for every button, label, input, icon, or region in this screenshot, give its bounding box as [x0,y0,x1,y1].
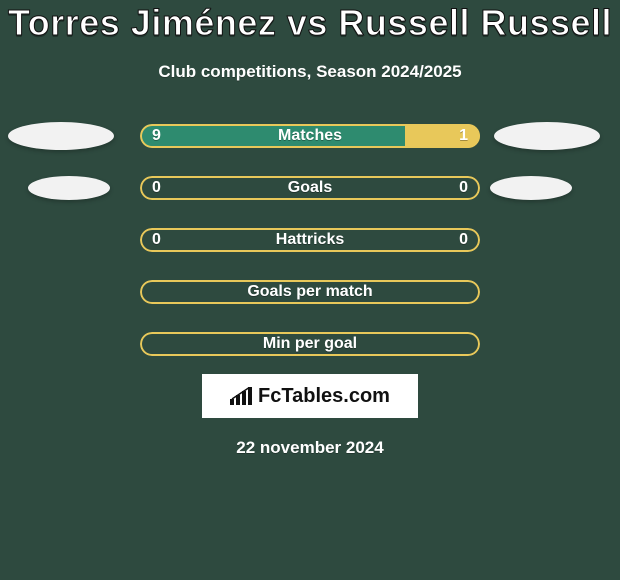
stat-bar: Goals per match [140,280,480,304]
stat-value-left: 9 [152,127,161,145]
stat-label: Hattricks [276,231,344,249]
player-avatar-right [494,122,600,150]
stat-label: Goals per match [247,283,372,301]
stat-bar: Goals 0 0 [140,176,480,200]
stat-label: Matches [278,127,342,145]
stat-row: Matches 9 1 [0,124,620,148]
stats-container: Matches 9 1 Goals 0 0 Hattricks 0 0 Goals per mat… [0,124,620,356]
page-title: Torres Jiménez vs Russell Russell [8,2,612,44]
stat-row: Goals 0 0 [0,176,620,200]
stat-label: Goals [288,179,332,197]
stat-label: Min per goal [263,335,357,353]
branding-badge: FcTables.com [202,374,418,418]
player-avatar-left [8,122,114,150]
stat-row: Hattricks 0 0 [0,228,620,252]
player-avatar-right [490,176,572,200]
stat-value-right: 0 [459,179,468,197]
stat-value-left: 0 [152,179,161,197]
date-text: 22 november 2024 [236,438,383,458]
bar-fill-right [405,124,480,148]
stat-value-right: 0 [459,231,468,249]
bar-fill-left [140,124,405,148]
player-avatar-left [28,176,110,200]
stat-bar: Hattricks 0 0 [140,228,480,252]
stat-value-left: 0 [152,231,161,249]
stat-bar: Min per goal [140,332,480,356]
stat-value-right: 1 [459,127,468,145]
chart-icon [230,387,252,405]
comparison-infographic: Torres Jiménez vs Russell Russell Club c… [0,0,620,580]
stat-row: Goals per match [0,280,620,304]
branding-text: FcTables.com [258,385,390,408]
page-subtitle: Club competitions, Season 2024/2025 [158,62,461,82]
stat-bar: Matches 9 1 [140,124,480,148]
stat-row: Min per goal [0,332,620,356]
